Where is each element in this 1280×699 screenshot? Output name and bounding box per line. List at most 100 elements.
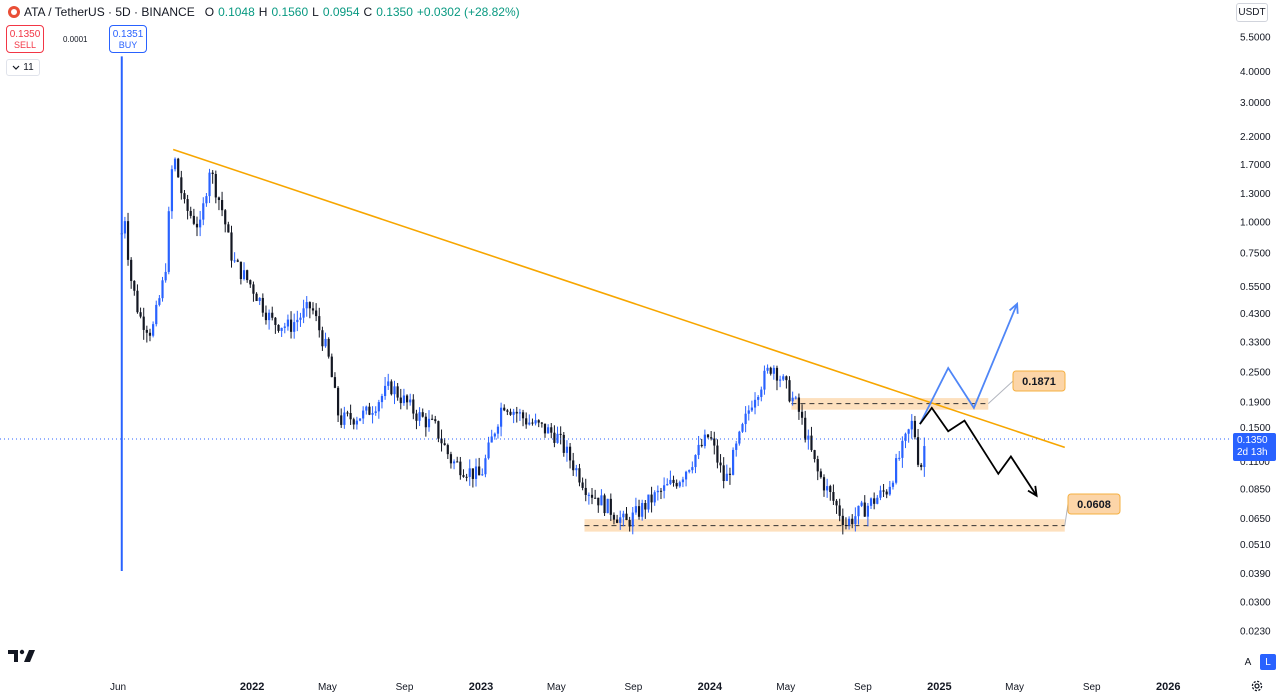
sell-button[interactable]: 0.1350 SELL [6, 25, 44, 53]
candle-body [380, 396, 384, 403]
candle-body [873, 498, 876, 504]
candle-body [152, 324, 155, 336]
candle-body [797, 397, 801, 412]
candle-body [857, 505, 860, 517]
candle-body [916, 437, 920, 465]
candle-body [177, 158, 180, 178]
candle-body [656, 490, 659, 493]
candle-body [622, 513, 625, 518]
candle-body [706, 434, 710, 438]
candle-body [377, 402, 380, 412]
candle-body [336, 387, 340, 416]
candle-body [907, 429, 910, 434]
candle-body [158, 298, 161, 305]
candle-body [362, 410, 365, 419]
x-tick-label: Sep [854, 682, 872, 693]
candle-body [490, 436, 493, 443]
low-value: 0.0954 [322, 5, 360, 19]
candle-body [230, 232, 233, 261]
currency-selector[interactable]: USDT [1236, 3, 1268, 22]
candle-body [891, 482, 895, 487]
candle-body [365, 406, 368, 411]
candle-body [321, 330, 324, 347]
y-tick-label: 0.0650 [1240, 514, 1271, 525]
candle-body [920, 464, 923, 468]
candle-body [650, 494, 653, 503]
candle-body [550, 427, 553, 433]
buy-button[interactable]: 0.1351 BUY [109, 25, 147, 53]
candle-body [913, 420, 917, 438]
candle-body [860, 502, 863, 506]
x-tick-label: May [1005, 682, 1024, 693]
candle-body [164, 271, 167, 281]
candle-body [521, 412, 525, 419]
symbol-title[interactable]: ATA / TetherUS · 5D · BINANCE [24, 5, 195, 19]
candle-body [299, 317, 302, 320]
zone-price-label[interactable] [1012, 370, 1066, 392]
candle-body [246, 270, 249, 281]
candle-body [327, 338, 330, 357]
price-zone[interactable] [584, 519, 1065, 532]
bar-countdown: 2d 13h [1237, 447, 1268, 458]
zone-price-label[interactable] [1067, 493, 1121, 515]
candle-body [807, 435, 810, 440]
candle-body [499, 407, 503, 427]
candle-body [644, 503, 647, 510]
tradingview-logo-icon[interactable] [8, 648, 36, 664]
candle-body [202, 203, 205, 220]
candle-body [882, 490, 885, 492]
candle-body [898, 457, 901, 459]
candle-body [139, 312, 142, 317]
descending-trendline[interactable] [172, 148, 1066, 449]
candle-body [785, 376, 788, 381]
candle-body [481, 474, 484, 476]
candle-body [766, 367, 769, 371]
price-zone[interactable] [791, 398, 989, 410]
candle-body [409, 399, 412, 403]
y-tick-label: 0.7500 [1240, 249, 1271, 260]
candle-body [302, 308, 305, 318]
candle-body [822, 477, 826, 491]
candle-body [619, 517, 622, 523]
candle-body [123, 221, 126, 234]
candle-body [826, 486, 829, 491]
log-scale-button[interactable]: L [1260, 654, 1276, 670]
auto-scale-button[interactable]: A [1244, 656, 1252, 668]
candle-body [493, 433, 496, 437]
candle-body [459, 461, 462, 476]
bearish-projection-path[interactable] [919, 406, 1038, 497]
candle-body [468, 468, 471, 477]
y-tick-label: 0.0300 [1240, 598, 1271, 609]
settings-gear-icon[interactable] [1250, 679, 1264, 693]
candle-body [471, 468, 474, 479]
candle-body [192, 215, 195, 224]
candle-body [258, 297, 261, 302]
candle-body [553, 432, 556, 443]
candle-body [700, 444, 703, 447]
open-value: 0.1048 [218, 5, 255, 19]
candle-body [731, 449, 735, 475]
candle-body [609, 498, 612, 515]
bullish-projection-path[interactable] [919, 303, 1018, 425]
candle-body [355, 420, 358, 425]
candle-body [794, 397, 797, 399]
candle-body [829, 486, 832, 493]
candle-body [578, 468, 581, 483]
indicators-toggle[interactable]: 11 [6, 59, 40, 76]
candle-body [452, 461, 456, 464]
candle-body [199, 219, 202, 228]
candle-body [249, 280, 252, 285]
candle-body [628, 520, 631, 527]
candle-body [431, 418, 434, 420]
candle-body [136, 290, 139, 313]
candle-body [462, 475, 465, 477]
candle-body [543, 423, 547, 434]
candle-body [832, 492, 835, 501]
candle-body [735, 443, 738, 450]
candle-body [923, 446, 926, 468]
low-label: L [312, 5, 319, 19]
candle-body [274, 317, 277, 325]
candle-body [239, 261, 242, 280]
